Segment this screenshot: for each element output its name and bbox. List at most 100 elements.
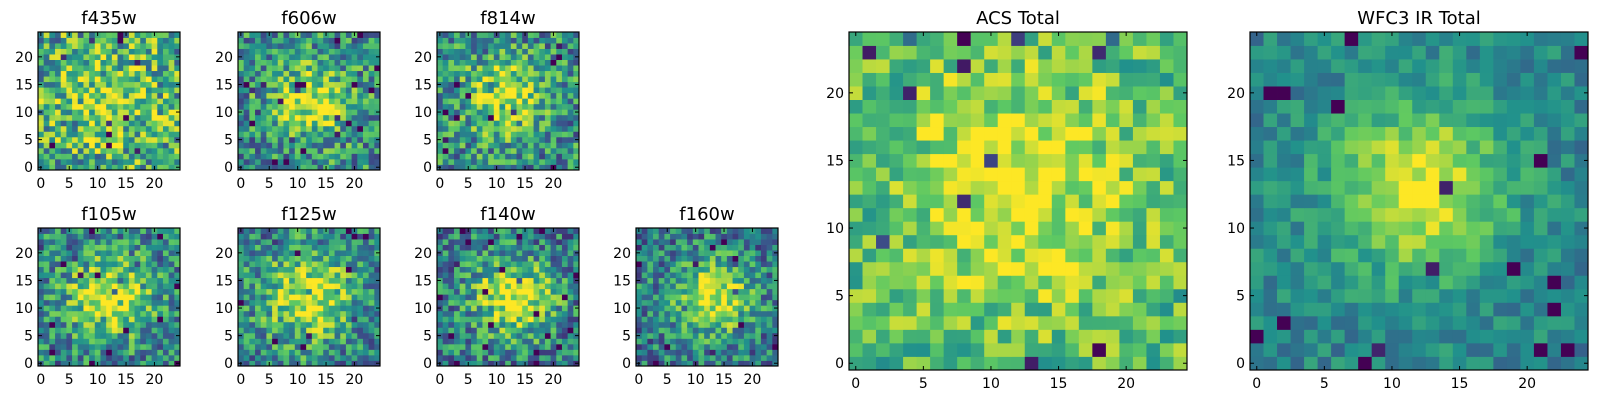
heatmap-cell [1092, 342, 1107, 357]
heatmap-cell [60, 37, 67, 44]
heatmap-cell [721, 316, 728, 323]
heatmap-cell [311, 266, 318, 273]
heatmap-cell [499, 272, 506, 279]
heatmap-cell [488, 277, 495, 284]
heatmap-cell [340, 142, 347, 149]
heatmap-cell [289, 87, 296, 94]
heatmap-cell [522, 37, 529, 44]
heatmap-cell [465, 98, 472, 105]
heatmap-cell [760, 321, 768, 328]
heatmap-cell [454, 76, 461, 83]
heatmap-cell [653, 288, 660, 295]
heatmap-cell [272, 65, 279, 72]
heatmap-cell [516, 244, 523, 251]
heatmap-cell [294, 98, 301, 105]
heatmap-cell [128, 92, 135, 99]
heatmap-cell [997, 153, 1012, 168]
heatmap-cell [454, 98, 461, 105]
heatmap-cell [289, 164, 296, 171]
heatmap-cell [488, 261, 495, 268]
heatmap-cell [89, 43, 96, 49]
heatmap-cell [72, 142, 79, 149]
heatmap-cell [738, 338, 745, 345]
heatmap-cell [1011, 288, 1026, 303]
heatmap-cell [162, 131, 170, 138]
heatmap-cell [687, 305, 694, 312]
heatmap-cell [760, 349, 768, 356]
heatmap-cell [134, 81, 141, 88]
heatmap-cell [561, 305, 569, 312]
heatmap-cell [117, 305, 124, 312]
heatmap-cell [641, 266, 648, 273]
heatmap-cell [128, 305, 135, 312]
heatmap-cell [482, 142, 489, 149]
heatmap-cell [340, 305, 347, 312]
heatmap-cell [255, 255, 262, 262]
heatmap-cell [368, 158, 375, 165]
heatmap-cell [1078, 261, 1093, 276]
heatmap-cell [510, 65, 517, 72]
x-tick-label: 10 [289, 372, 307, 388]
heatmap-cell [362, 87, 370, 94]
x-tick-label: 15 [317, 176, 335, 192]
heatmap-cell [362, 305, 370, 312]
heatmap-cell [323, 103, 330, 110]
heatmap-cell [930, 329, 945, 344]
heatmap-cell [499, 316, 506, 323]
heatmap-cell [704, 316, 711, 323]
heatmap-cell [345, 43, 352, 49]
heatmap-cell [505, 65, 512, 72]
heatmap-cell [306, 37, 313, 44]
heatmap-cell [539, 299, 546, 306]
heatmap-cell [772, 244, 779, 251]
heatmap-cell [106, 153, 113, 160]
heatmap-cell [550, 37, 557, 44]
heatmap-cell [362, 316, 370, 323]
heatmap-cell [72, 76, 79, 83]
heatmap-cell [709, 316, 716, 323]
heatmap-cell [766, 310, 773, 317]
heatmap-cell [997, 167, 1012, 182]
heatmap-cell [374, 70, 381, 77]
heatmap-cell [340, 109, 347, 116]
heatmap-cell [709, 228, 716, 234]
heatmap-cell [459, 327, 466, 334]
heatmap-cell [83, 59, 90, 66]
heatmap-cell [157, 136, 164, 143]
heatmap-cell [653, 244, 660, 251]
heatmap-cell [533, 261, 540, 268]
heatmap-cell [749, 261, 756, 268]
heatmap-cell [876, 180, 890, 195]
heatmap-cell [567, 327, 574, 334]
heatmap-cell [1132, 315, 1147, 330]
heatmap-cell [294, 266, 301, 273]
y-tick-label: 5 [622, 329, 631, 345]
heatmap-cell [465, 354, 472, 361]
heatmap-cell [345, 338, 352, 345]
heatmap-cell [72, 70, 79, 77]
heatmap-cell [174, 239, 181, 245]
heatmap-cell [145, 338, 152, 345]
heatmap-cell [72, 349, 79, 356]
heatmap-cell [72, 65, 79, 72]
heatmap-cell [168, 349, 175, 356]
heatmap-cell [260, 338, 267, 345]
heatmap-cell [168, 125, 175, 132]
heatmap-cell [516, 349, 523, 356]
heatmap-cell [249, 158, 256, 165]
heatmap-cell [43, 120, 50, 127]
heatmap-cell [334, 360, 341, 367]
heatmap-cell [471, 327, 478, 334]
heatmap-cell [522, 109, 529, 116]
heatmap-cell [300, 261, 307, 268]
heatmap-cell [704, 244, 711, 251]
heatmap-cell [1159, 194, 1174, 209]
heatmap-cell [94, 70, 101, 77]
heatmap-cell [681, 250, 688, 256]
heatmap-cell [134, 299, 141, 306]
heatmap-cell [168, 87, 175, 94]
heatmap-cell [476, 321, 483, 328]
heatmap-cell [749, 354, 756, 361]
heatmap-cell [55, 228, 62, 234]
heatmap-cell [544, 37, 551, 44]
